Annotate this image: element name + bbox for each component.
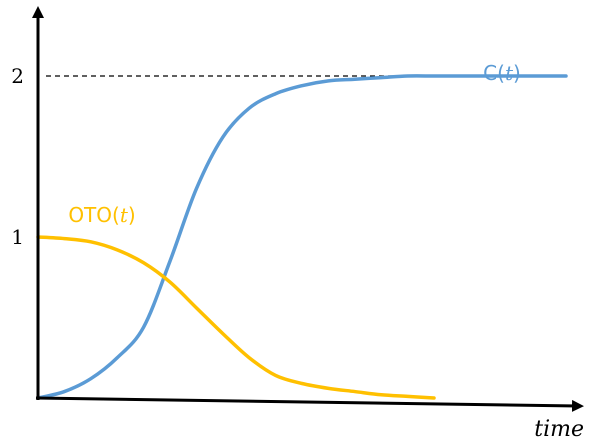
series-label-close: ) bbox=[128, 203, 136, 227]
y-tick-label: 1 bbox=[11, 225, 24, 249]
series-label-text: OTO( bbox=[68, 203, 120, 227]
series-line-c bbox=[36, 74, 568, 400]
y-tick-label: 2 bbox=[11, 64, 24, 88]
series-label-c: C(t) bbox=[483, 61, 521, 85]
series-line-oto bbox=[36, 235, 436, 400]
x-axis-label: time bbox=[534, 417, 584, 442]
series-label-close: ) bbox=[513, 61, 521, 85]
series-label-var: t bbox=[120, 203, 129, 227]
series-label-var: t bbox=[505, 61, 514, 85]
series-label-text: C( bbox=[483, 61, 505, 85]
x-axis bbox=[35, 396, 584, 412]
series-label-oto: OTO(t) bbox=[68, 203, 135, 227]
